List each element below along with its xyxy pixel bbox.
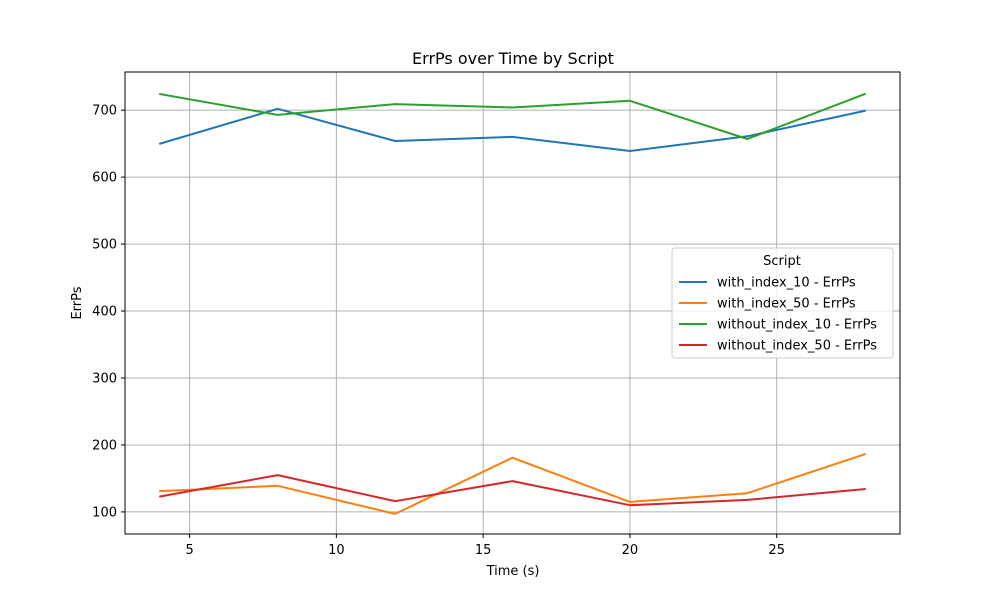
y-axis-label: ErrPs bbox=[70, 286, 85, 319]
legend-label: without_index_10 - ErrPs bbox=[717, 318, 877, 333]
series-line-without-index-50-errps bbox=[159, 474, 866, 507]
x-tick-label: 15 bbox=[475, 543, 492, 558]
legend-title: Script bbox=[763, 254, 801, 269]
y-tick-label: 100 bbox=[92, 505, 117, 520]
y-tick-label: 600 bbox=[92, 171, 117, 186]
legend-label: with_index_50 - ErrPs bbox=[717, 297, 856, 312]
legend-label: with_index_10 - ErrPs bbox=[717, 276, 856, 291]
series-line-with-index-10-errps bbox=[158, 107, 866, 152]
x-tick-label: 10 bbox=[328, 543, 345, 558]
x-axis-label: Time (s) bbox=[486, 564, 540, 579]
y-tick-label: 700 bbox=[92, 104, 117, 119]
series-line-without-index-10-errps bbox=[159, 92, 867, 140]
y-tick-label: 500 bbox=[92, 238, 117, 253]
y-tick-label: 300 bbox=[92, 371, 117, 386]
series-lines bbox=[158, 92, 867, 515]
legend-label: without_index_50 - ErrPs bbox=[717, 339, 877, 354]
x-tick-label: 25 bbox=[768, 543, 785, 558]
x-tick-label: 5 bbox=[185, 543, 193, 558]
chart-title: ErrPs over Time by Script bbox=[412, 49, 614, 68]
x-tick-label: 20 bbox=[622, 543, 639, 558]
y-tick-label: 400 bbox=[92, 305, 117, 320]
grid bbox=[125, 72, 900, 534]
legend-box bbox=[671, 247, 894, 359]
legend: Script with_index_10 - ErrPs with_index_5… bbox=[671, 247, 894, 359]
axis-ticks: 5 10 15 20 25 100 200 300 400 500 600 700 bbox=[92, 104, 785, 558]
series-line-with-index-50-errps bbox=[159, 453, 867, 515]
y-tick-label: 200 bbox=[92, 438, 117, 453]
plot-area-frame bbox=[124, 71, 901, 535]
